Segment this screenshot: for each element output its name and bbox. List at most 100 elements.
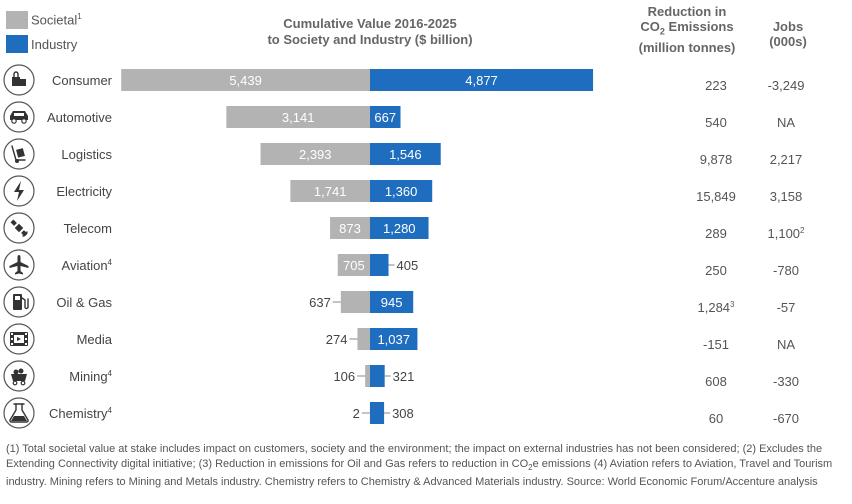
bar-label-societal: 2,393 (299, 147, 332, 162)
bar-industry (370, 106, 401, 128)
bar-label-societal: 705 (343, 258, 365, 273)
legend-label-societal: Societal1 (31, 12, 82, 28)
category-label: Oil & Gas (56, 295, 112, 310)
jobs-value: -3,249 (768, 78, 805, 93)
co2-value: 1,2843 (698, 300, 736, 315)
category-label: Media (77, 332, 113, 347)
bar-societal (121, 69, 370, 91)
category-label: Aviation4 (62, 258, 113, 273)
shopping-bags-icon (3, 64, 35, 96)
bar-label-industry: 1,280 (383, 221, 416, 236)
co2-value: 15,849 (696, 189, 736, 204)
car-icon (3, 101, 35, 133)
lightning-bolt-icon (3, 175, 35, 207)
bar-industry (370, 291, 414, 313)
legend-item-societal: Societal1 (6, 10, 82, 30)
bar-societal (226, 106, 370, 128)
chart-row: Telecom 873 1,280 289 1,1002 (3, 212, 806, 244)
category-label: Mining4 (69, 369, 112, 384)
bar-label-industry: 1,546 (389, 147, 422, 162)
film-icon (3, 323, 35, 355)
co2-value: 608 (705, 374, 727, 389)
bar-societal (290, 180, 370, 202)
co2-header-line2: CO2 Emissions (640, 19, 734, 37)
footnote: (1) Total societal value at stake includ… (6, 443, 833, 489)
co2-value: 223 (705, 78, 727, 93)
chart-title-line1: Cumulative Value 2016-2025 (283, 16, 457, 31)
jobs-value: -670 (773, 411, 799, 426)
bar-societal (365, 365, 370, 387)
bar-societal (340, 291, 370, 313)
co2-header-line3: (million tonnes) (638, 39, 736, 55)
bar-label-societal: 1,741 (314, 184, 347, 199)
bar-societal (357, 328, 370, 350)
mine-cart-icon (3, 360, 35, 392)
bar-label-industry: 4,877 (465, 73, 498, 88)
chart-row: Chemistry4 2 308 60 -670 (3, 397, 799, 429)
bar-label-societal: 2 (353, 406, 360, 421)
bar-label-industry: 1,037 (377, 332, 410, 347)
chart-row: Aviation4 705 405 250 -780 (3, 249, 799, 281)
bar-industry (370, 143, 441, 165)
chart-row: Automotive 3,141 667 540 NA (3, 101, 795, 133)
bar-label-societal: 873 (339, 221, 361, 236)
jobs-value: NA (777, 337, 795, 352)
jobs-value: 3,158 (770, 189, 803, 204)
legend-swatch-societal (6, 11, 28, 29)
bar-label-societal: 106 (333, 369, 355, 384)
category-label: Telecom (64, 221, 112, 236)
bar-label-industry: 321 (393, 369, 415, 384)
category-label: Chemistry4 (49, 406, 113, 421)
bar-label-industry: 1,360 (385, 184, 418, 199)
category-label: Electricity (56, 184, 112, 199)
co2-value: -151 (703, 337, 729, 352)
co2-value: 9,878 (700, 152, 733, 167)
legend-swatch-industry (6, 35, 28, 53)
bar-chart: Consumer 5,439 4,877 223 -3,249 Automotive 3,1… (3, 64, 806, 429)
bar-label-societal: 3,141 (282, 110, 315, 125)
chart-row: Consumer 5,439 4,877 223 -3,249 (3, 64, 805, 96)
jobs-value: NA (777, 115, 795, 130)
jobs-header-line1: Jobs (772, 19, 804, 34)
bar-industry (370, 180, 433, 202)
chart-row: Oil & Gas 637 945 1,2843 -57 (3, 286, 796, 318)
flask-icon (3, 397, 35, 429)
jobs-column-header: Jobs (000s) (748, 19, 828, 49)
category-label: Logistics (61, 147, 112, 162)
legend: Societal1 Industry (6, 10, 82, 58)
jobs-header-line2: (000s) (769, 34, 807, 49)
co2-header-line1: Reduction in (647, 4, 727, 19)
jobs-value: 2,217 (770, 152, 803, 167)
chart-row: Logistics 2,393 1,546 9,878 2,217 (3, 138, 803, 170)
bar-label-societal: 637 (309, 295, 331, 310)
bar-label-industry: 405 (397, 258, 419, 273)
bar-label-industry: 945 (381, 295, 403, 310)
bar-industry (370, 69, 594, 91)
bar-label-societal: 274 (326, 332, 348, 347)
bar-label-societal: 5,439 (229, 73, 262, 88)
bar-societal (330, 217, 370, 239)
co2-value: 540 (705, 115, 727, 130)
co2-value: 289 (705, 226, 727, 241)
chart-title-line2: to Society and Industry ($ billion) (267, 32, 473, 47)
bar-industry (370, 402, 385, 424)
airplane-icon (3, 249, 35, 281)
bar-label-industry: 308 (392, 406, 414, 421)
bar-industry (370, 254, 389, 276)
jobs-value: -330 (773, 374, 799, 389)
jobs-value: 1,1002 (768, 226, 806, 241)
co2-column-header: Reduction in CO2 Emissions (million tonn… (622, 4, 752, 55)
bar-industry (370, 217, 429, 239)
legend-item-industry: Industry (6, 34, 82, 54)
bar-industry (370, 365, 385, 387)
chart-row: Electricity 1,741 1,360 15,849 3,158 (3, 175, 803, 207)
chart-row: Media 274 1,037 -151 NA (3, 323, 795, 355)
bar-label-industry: 667 (374, 110, 396, 125)
jobs-value: -780 (773, 263, 799, 278)
legend-label-industry: Industry (31, 36, 78, 52)
jobs-value: -57 (777, 300, 796, 315)
bar-societal (260, 143, 370, 165)
co2-value: 250 (705, 263, 727, 278)
bar-industry (370, 328, 418, 350)
chart-row: Mining4 106 321 608 -330 (3, 360, 799, 392)
